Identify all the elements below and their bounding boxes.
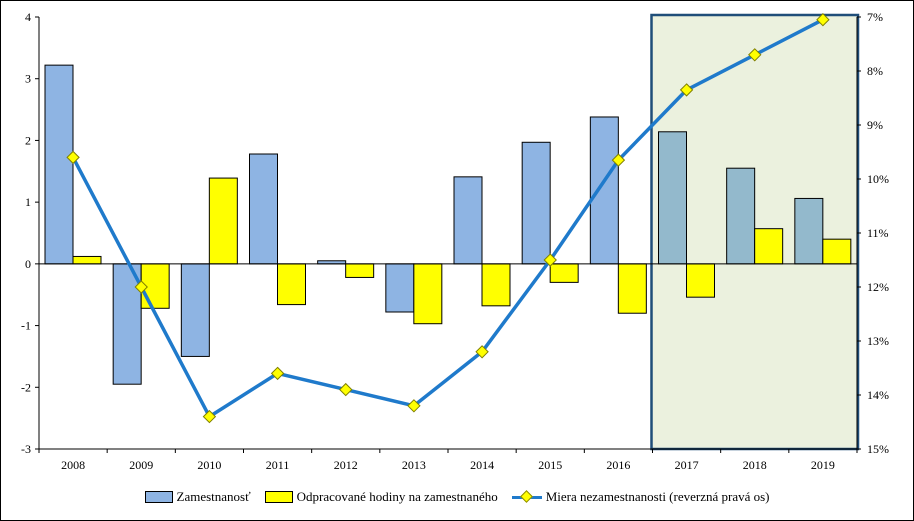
x-tick-label: 2015 <box>538 458 562 472</box>
bar-employment-2011 <box>249 153 278 265</box>
bar-employment-2014 <box>453 176 483 265</box>
marker-unemployment-2017 <box>679 83 694 97</box>
marker-unemployment-2015 <box>543 253 557 267</box>
y-right-tick-label: 10% <box>867 172 889 186</box>
y-right-tick-label: 7% <box>867 10 883 24</box>
legend-item-unemployment: Miera nezamestnanosti (reverzná pravá os… <box>511 489 770 505</box>
x-tick-label: 2017 <box>675 458 699 472</box>
x-tick-label: 2016 <box>606 458 630 472</box>
y-left-tick-label: 2 <box>25 133 31 147</box>
bar-employment-2013 <box>385 263 415 313</box>
bar-hours-2017 <box>686 263 715 298</box>
legend-item-hours: Odpracované hodiny na zamestnaného <box>264 489 498 505</box>
bar-employment-2009 <box>112 263 142 385</box>
y-right-tick-label: 13% <box>867 334 889 348</box>
marker-unemployment-2013 <box>407 399 421 413</box>
y-right-tick-label: 8% <box>867 64 883 78</box>
y-left-tick-label: 0 <box>25 257 31 271</box>
x-tick-label: 2011 <box>266 458 290 472</box>
y-right-tick-label: 9% <box>867 118 883 132</box>
marker-unemployment-2012 <box>339 382 353 397</box>
legend-swatch-employment <box>144 491 173 503</box>
marker-unemployment-2010 <box>202 409 217 424</box>
marker-unemployment-2014 <box>475 345 489 359</box>
legend-swatch-hours <box>264 491 293 503</box>
bar-employment-2010 <box>180 263 210 357</box>
x-tick-label: 2019 <box>811 458 835 472</box>
marker-unemployment-2016 <box>611 153 626 167</box>
bar-hours-2014 <box>481 263 511 307</box>
x-tick-label: 2009 <box>129 458 153 472</box>
x-tick-label: 2010 <box>197 458 221 472</box>
marker-unemployment-2018 <box>748 48 762 62</box>
bar-employment-2019 <box>794 197 824 265</box>
y-left-tick-label: 3 <box>25 72 31 86</box>
x-tick-label: 2008 <box>61 458 85 472</box>
bar-employment-2017 <box>658 131 687 265</box>
marker-unemployment-2009 <box>134 280 148 294</box>
y-left-tick-label: 4 <box>25 10 31 24</box>
x-tick-label: 2012 <box>334 458 358 472</box>
bar-hours-2016 <box>617 263 647 314</box>
bar-hours-2018 <box>754 228 784 265</box>
bar-employment-2018 <box>726 167 756 265</box>
bar-employment-2008 <box>44 64 74 265</box>
marker-unemployment-2008 <box>66 150 80 165</box>
x-tick-label: 2018 <box>743 458 767 472</box>
legend-label-employment: Zamestnanosť <box>176 489 251 504</box>
bar-employment-2015 <box>521 141 551 265</box>
legend-item-employment: Zamestnanosť <box>144 489 251 505</box>
bar-hours-2011 <box>277 263 306 306</box>
y-right-tick-label: 12% <box>867 280 889 294</box>
bar-hours-2015 <box>549 263 579 283</box>
line-unemployment <box>71 18 824 419</box>
y-right-tick-label: 15% <box>867 442 889 456</box>
legend-swatch-unemployment <box>511 490 542 503</box>
bar-hours-2013 <box>413 263 443 325</box>
bar-hours-2008 <box>72 255 102 265</box>
y-right-tick-label: 14% <box>867 388 889 402</box>
y-right-tick-label: 11% <box>867 226 889 240</box>
y-left-tick-label: 1 <box>25 195 31 209</box>
bar-hours-2019 <box>822 238 852 265</box>
y-left-tick-label: -1 <box>21 319 31 333</box>
bar-hours-2010 <box>208 177 238 265</box>
y-left-tick-label: -3 <box>21 442 31 456</box>
x-tick-label: 2013 <box>402 458 426 472</box>
legend: Zamestnanosť Odpracované hodiny na zames… <box>1 487 913 507</box>
y-left-tick-label: -2 <box>21 380 31 394</box>
bar-employment-2016 <box>589 116 619 265</box>
marker-unemployment-2011 <box>270 366 285 381</box>
bar-hours-2012 <box>345 263 375 278</box>
marker-unemployment-2019 <box>816 12 830 27</box>
legend-label-unemployment: Miera nezamestnanosti (reverzná pravá os… <box>545 489 770 504</box>
x-tick-label: 2014 <box>470 458 494 472</box>
legend-label-hours: Odpracované hodiny na zamestnaného <box>296 489 498 504</box>
